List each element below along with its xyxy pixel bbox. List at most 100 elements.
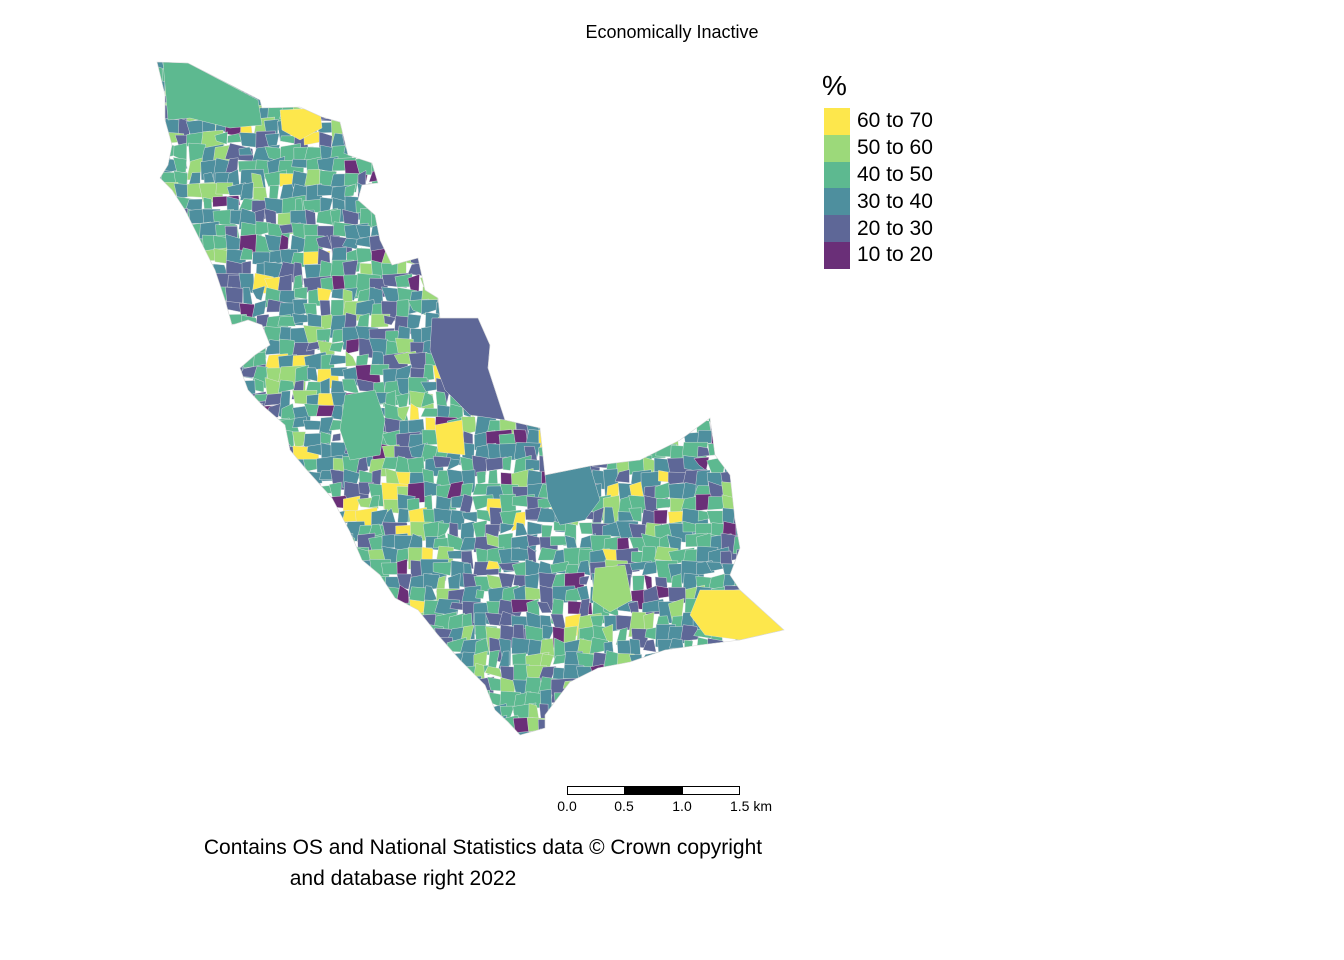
map-area: [748, 78, 770, 104]
map-area: [537, 94, 563, 118]
map-area: [357, 640, 380, 656]
map-area: [593, 247, 608, 274]
map-area: [618, 702, 632, 724]
map-area: [174, 432, 199, 440]
map-area: [732, 728, 756, 735]
map-area: [693, 197, 710, 211]
map-area: [396, 197, 408, 211]
map-area: [162, 303, 186, 320]
map-area: [693, 340, 708, 356]
map-area: [603, 313, 628, 335]
map-area: [654, 157, 680, 183]
map-area: [524, 156, 545, 180]
map-area: [368, 575, 388, 597]
map-area: [654, 340, 675, 366]
credit-line-1: Contains OS and National Statistics data…: [203, 836, 763, 859]
map-area: [735, 158, 762, 176]
map-area: [694, 170, 709, 194]
map-area: [485, 744, 503, 761]
map-area: [461, 701, 486, 719]
map-area: [501, 158, 524, 177]
map-area: [526, 341, 552, 361]
map-area: [630, 692, 654, 705]
map-area: [303, 548, 324, 569]
map-area: [615, 209, 631, 231]
map-area: [628, 235, 650, 263]
map-area: [157, 366, 170, 388]
map-area: [173, 523, 202, 538]
map-area: [157, 498, 165, 519]
map-area: [771, 303, 784, 321]
map-area: [317, 602, 335, 613]
map-area: [693, 104, 711, 130]
map-area: [671, 195, 682, 211]
map-area: [736, 246, 750, 267]
map-area: [406, 143, 426, 170]
map-area: [552, 183, 575, 202]
map-area: [252, 483, 277, 499]
map-area: [771, 325, 784, 340]
map-area: [383, 68, 407, 79]
map-area: [696, 91, 708, 115]
map-area: [157, 259, 174, 287]
map-area: [267, 532, 289, 555]
map-area: [343, 108, 365, 126]
map-area: [732, 403, 750, 417]
map-area: [212, 328, 240, 339]
map-area: [577, 221, 601, 246]
map-area: [459, 169, 483, 185]
map-area: [238, 533, 256, 551]
map-area: [748, 92, 761, 117]
map-area: [177, 470, 198, 490]
map-area: [420, 80, 445, 98]
map-area: [757, 363, 779, 386]
map-area: [656, 718, 676, 735]
map-area: [744, 494, 764, 520]
map-area: [316, 495, 329, 516]
map-area: [251, 653, 276, 676]
map-area: [239, 247, 253, 260]
map-area: [264, 82, 284, 102]
map-area: [240, 675, 256, 692]
map-area: [343, 77, 364, 97]
map-area: [679, 704, 705, 723]
map-area: [549, 67, 577, 81]
map-area: [355, 118, 379, 132]
map-area: [629, 654, 643, 672]
map-area: [541, 351, 559, 368]
map-area: [385, 625, 397, 653]
map-area: [381, 130, 396, 145]
map-area: [163, 572, 186, 599]
map-area: [771, 105, 784, 127]
map-area: [788, 495, 802, 518]
map-area: [670, 286, 681, 303]
map-area: [295, 693, 317, 707]
map-area: [160, 343, 186, 355]
map-area: [189, 598, 208, 621]
map-area: [577, 184, 591, 198]
map-area: [667, 94, 682, 112]
map-area: [186, 469, 216, 484]
map-area: [474, 118, 500, 138]
map-area: [317, 62, 336, 68]
map-area: [577, 434, 589, 452]
map-area: [331, 587, 346, 600]
map-area: [212, 377, 231, 400]
map-area: [786, 457, 799, 475]
map-area: [160, 221, 187, 241]
map-area: [666, 364, 682, 388]
map-area: [157, 209, 166, 230]
map-area: [199, 537, 227, 552]
map-area: [319, 716, 328, 735]
map-area: [498, 327, 517, 348]
map-area: [602, 208, 619, 227]
map-area: [157, 182, 165, 209]
map-area: [224, 62, 245, 69]
map-area: [157, 419, 171, 436]
map-area: [628, 130, 658, 146]
map-area: [476, 471, 486, 485]
map-area: [771, 79, 784, 95]
map-area: [527, 390, 542, 414]
map-area: [772, 222, 784, 240]
map-area: [784, 92, 809, 120]
